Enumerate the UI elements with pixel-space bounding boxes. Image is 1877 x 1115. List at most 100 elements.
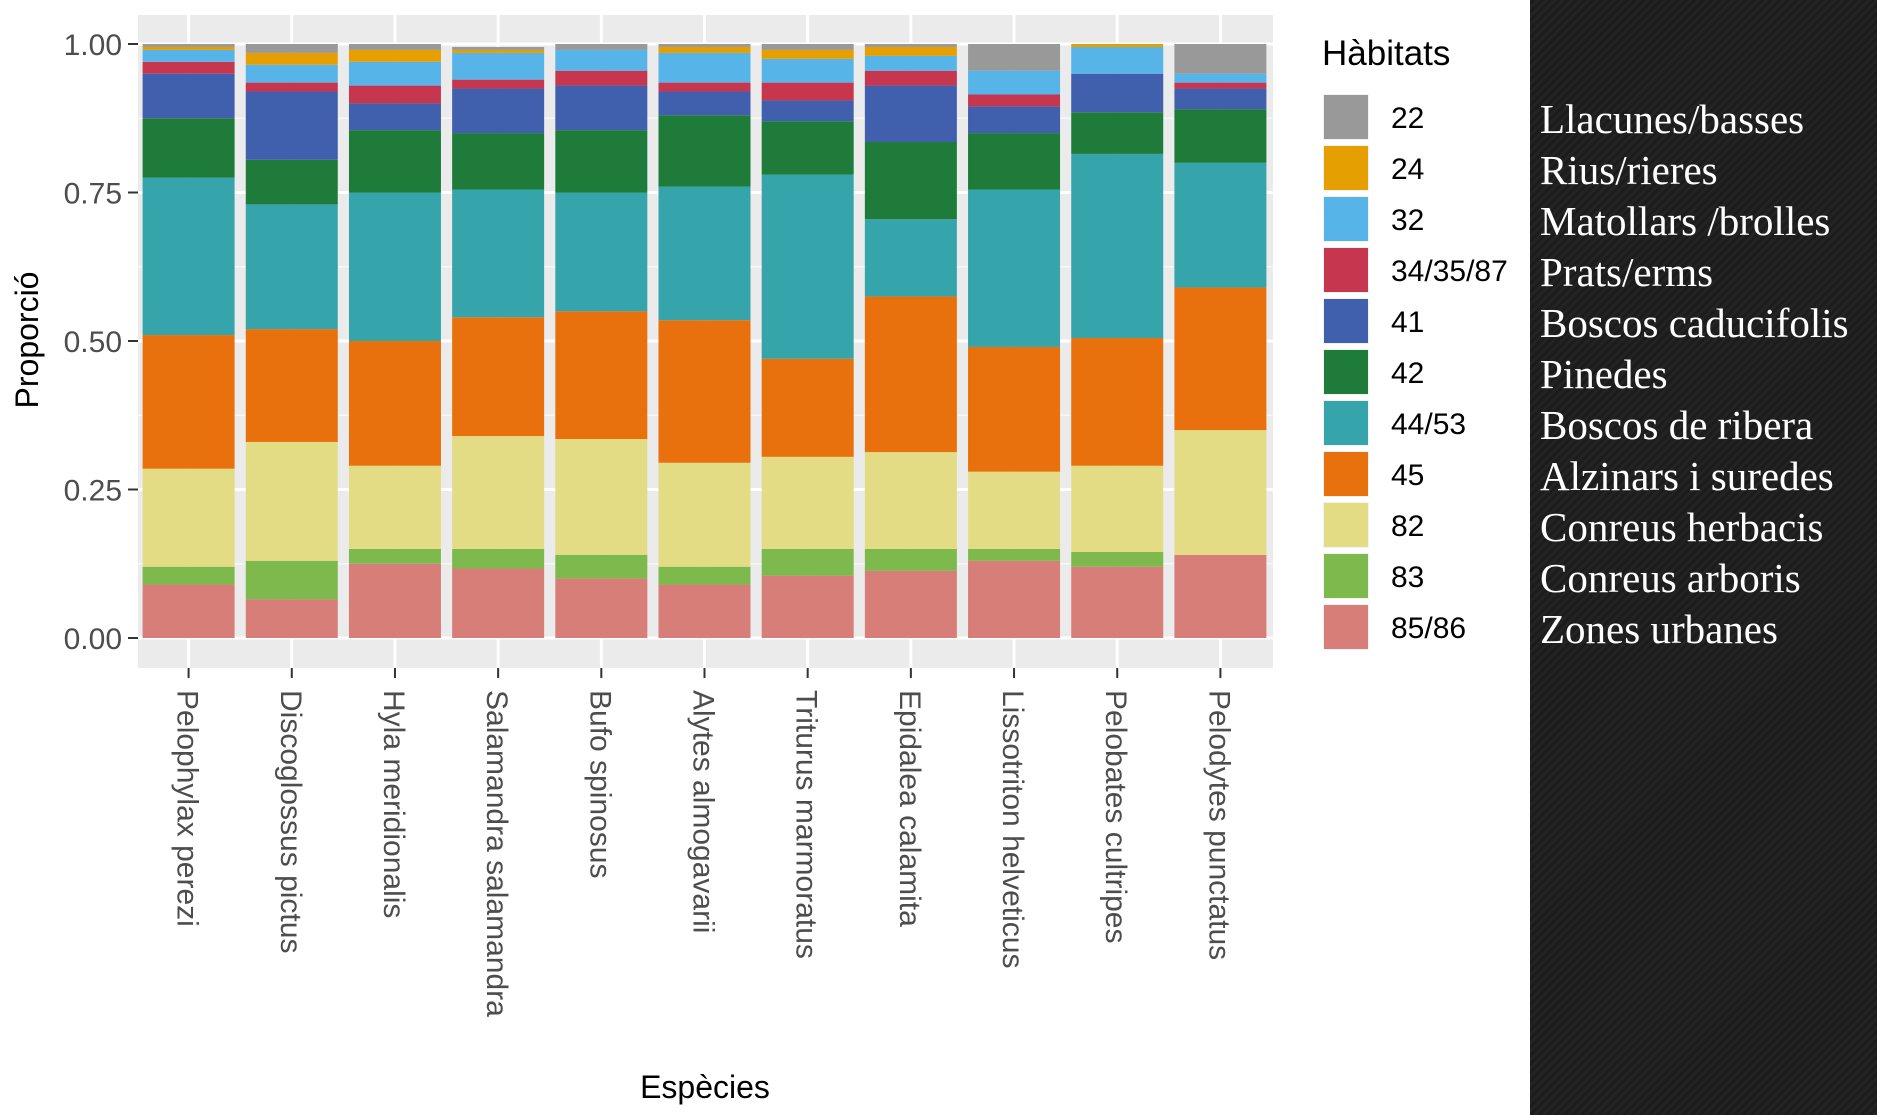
y-tick-label: 0.00 <box>64 623 122 656</box>
bar-segment <box>142 335 235 469</box>
bar-segment <box>348 130 441 193</box>
bar-segment <box>864 70 957 86</box>
bar-stack <box>245 44 338 638</box>
legend-swatch <box>1324 503 1368 547</box>
bar-segment <box>658 566 751 585</box>
bar-segment <box>142 584 235 638</box>
bar-segment <box>452 436 545 549</box>
bar-segment <box>452 79 545 89</box>
legend-swatch <box>1324 146 1368 190</box>
bar-segment <box>1071 465 1164 552</box>
bar-segment <box>968 94 1061 107</box>
bar-stack <box>658 44 751 638</box>
bar-segment <box>968 560 1061 638</box>
bar-segment <box>555 578 648 638</box>
legend-label: 34/35/87 <box>1391 255 1508 288</box>
bar-segment <box>245 599 338 638</box>
y-axis: 0.00 0.25 0.50 0.75 1.00 <box>64 29 138 656</box>
bar-segment <box>555 44 648 50</box>
x-tick-label: Salamandra salamandra <box>480 690 513 1017</box>
bar-segment <box>761 58 854 83</box>
bar-segment <box>348 548 441 564</box>
bar-segment <box>1071 566 1164 638</box>
x-tick-label: Epidalea calamita <box>893 690 926 927</box>
habitat-name: Pinedes <box>1540 351 1668 397</box>
bar-segment <box>864 142 957 220</box>
legend-label: 41 <box>1391 306 1424 339</box>
bar-segment <box>658 462 751 567</box>
legend-swatch <box>1324 248 1368 292</box>
bar-segment <box>348 341 441 466</box>
legend-title: Hàbitats <box>1322 34 1450 73</box>
bar-segment <box>245 560 338 600</box>
legend-swatch <box>1324 605 1368 649</box>
bar-segment <box>142 566 235 585</box>
bar-segment <box>452 46 545 50</box>
bar-stack <box>1174 44 1267 638</box>
habitat-name: Boscos de ribera <box>1540 402 1814 448</box>
bar-segment <box>864 44 957 47</box>
legend-label: 85/86 <box>1391 612 1466 645</box>
bar-segment <box>348 85 441 104</box>
legend-swatch <box>1324 95 1368 139</box>
bar-segment <box>555 85 648 131</box>
bar-segment <box>864 219 957 297</box>
bar-segment <box>968 133 1061 190</box>
habitat-name: Llacunes/basses <box>1540 96 1805 142</box>
bar-segment <box>348 192 441 341</box>
x-tick-label: Hyla meridionalis <box>377 690 410 918</box>
bar-segment <box>864 296 957 453</box>
bar-segment <box>452 52 545 80</box>
bar-segment <box>1174 162 1267 288</box>
bar-segment <box>968 548 1061 561</box>
bar-segment <box>142 118 235 178</box>
bar-segment <box>1071 153 1164 339</box>
legend-label: 24 <box>1391 153 1424 186</box>
habitat-name: Conreus arboris <box>1540 555 1801 601</box>
bar-segment <box>761 456 854 549</box>
bar-segment <box>348 49 441 62</box>
x-tick-label: Pelophylax perezi <box>171 690 204 927</box>
x-tick-label: Discoglossus pictus <box>274 690 307 953</box>
bar-segment <box>1071 46 1164 74</box>
bar-segment <box>245 52 338 65</box>
bar-segment <box>245 91 338 160</box>
y-tick-label: 1.00 <box>64 29 122 62</box>
bar-segment <box>245 64 338 83</box>
bars <box>142 44 1267 638</box>
bar-segment <box>555 192 648 312</box>
bar-segment <box>142 468 235 567</box>
bar-segment <box>452 88 545 134</box>
bar-segment <box>245 44 338 53</box>
habitat-name: Conreus herbacis <box>1540 504 1824 550</box>
bar-segment <box>1071 44 1164 47</box>
bar-segment <box>348 44 441 50</box>
bar-segment <box>761 44 854 50</box>
bar-segment <box>555 49 648 71</box>
bar-stack <box>555 44 648 638</box>
bar-stack <box>761 44 854 638</box>
bar-segment <box>452 568 545 638</box>
bar-segment <box>968 471 1061 549</box>
legend-label: 42 <box>1391 357 1424 390</box>
legend-swatch <box>1324 197 1368 241</box>
bar-stack <box>348 44 441 638</box>
bar-segment <box>658 82 751 92</box>
legend-swatch <box>1324 401 1368 445</box>
bar-segment <box>348 61 441 86</box>
bar-segment <box>452 189 545 318</box>
legend-swatch <box>1324 350 1368 394</box>
bar-segment <box>452 548 545 569</box>
bar-segment <box>1071 551 1164 567</box>
bar-segment <box>1071 112 1164 154</box>
bar-segment <box>864 85 957 143</box>
bar-segment <box>658 115 751 187</box>
bar-segment <box>968 70 1061 95</box>
bar-segment <box>968 106 1061 134</box>
legend-label: 83 <box>1391 561 1424 594</box>
y-axis-title: Proporció <box>9 272 45 409</box>
bar-segment <box>245 329 338 442</box>
bar-segment <box>142 49 235 62</box>
legend-swatch <box>1324 299 1368 343</box>
legend-swatch <box>1324 452 1368 496</box>
